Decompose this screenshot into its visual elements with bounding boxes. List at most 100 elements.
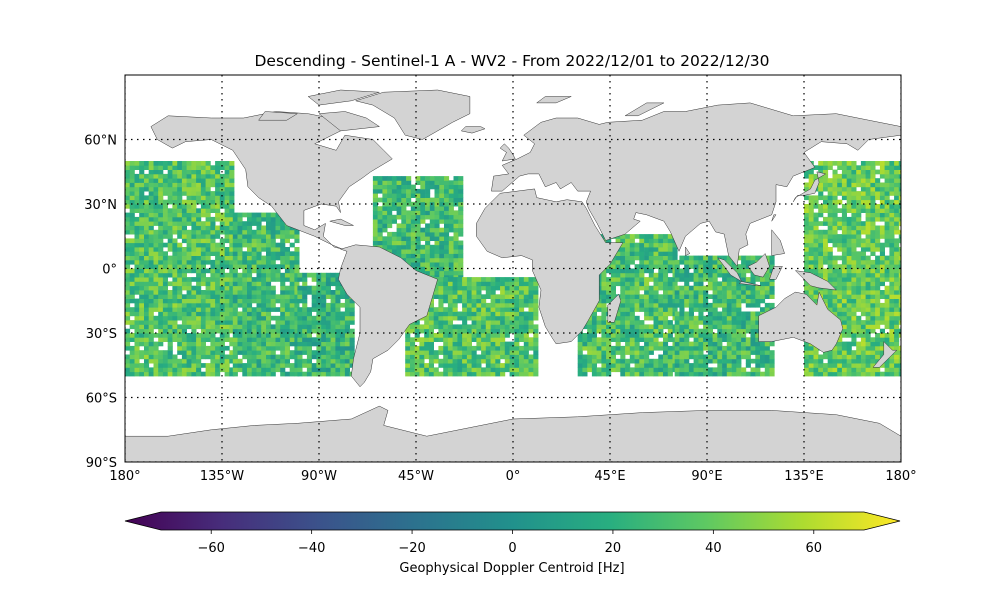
data-cell (837, 173, 843, 179)
data-cell (466, 298, 472, 304)
data-cell (444, 257, 450, 263)
data-cell (519, 345, 525, 351)
data-cell (186, 242, 192, 248)
data-cell (837, 277, 843, 282)
data-cell (663, 272, 669, 278)
data-cell (481, 341, 487, 347)
data-cell (134, 238, 140, 244)
data-cell (181, 358, 187, 364)
data-cell (755, 367, 761, 373)
data-cell (832, 199, 838, 205)
data-cell (186, 337, 192, 342)
data-cell (438, 307, 444, 312)
data-cell (841, 328, 847, 334)
data-cell (875, 225, 881, 231)
data-cell (256, 337, 262, 342)
data-cell (615, 345, 621, 351)
data-cell (162, 251, 168, 256)
data-cell (808, 238, 814, 244)
data-cell (658, 234, 664, 239)
data-cell (741, 290, 747, 295)
data-cell (153, 354, 159, 360)
data-cell (485, 290, 491, 295)
data-cell (884, 238, 890, 244)
data-cell (837, 354, 843, 360)
data-cell (606, 281, 612, 287)
data-cell (144, 285, 150, 291)
data-cell (663, 354, 669, 360)
data-cell (679, 371, 685, 377)
data-cell (471, 311, 477, 317)
data-cell (629, 290, 635, 295)
data-cell (846, 259, 852, 265)
data-cell (832, 311, 838, 317)
data-cell (396, 240, 402, 246)
data-cell (125, 225, 131, 231)
data-cell (894, 268, 900, 274)
data-cell (325, 354, 331, 360)
data-cell (420, 184, 426, 190)
data-cell (519, 311, 525, 317)
data-cell (200, 272, 206, 278)
data-cell (280, 320, 286, 325)
data-cell (144, 290, 150, 295)
data-cell (448, 244, 454, 250)
data-cell (186, 363, 192, 368)
data-cell (148, 165, 154, 170)
data-cell (606, 324, 612, 330)
data-cell (629, 324, 635, 330)
data-cell (500, 298, 506, 304)
data-cell (894, 320, 900, 325)
data-cell (841, 182, 847, 188)
data-cell (275, 234, 281, 239)
data-cell (693, 259, 699, 265)
data-cell (289, 311, 295, 317)
data-cell (471, 298, 477, 304)
data-cell (514, 320, 520, 325)
data-cell (485, 341, 491, 347)
data-cell (297, 307, 303, 312)
data-cell (663, 337, 669, 342)
data-cell (191, 285, 197, 291)
data-cell (219, 178, 225, 183)
data-cell (658, 311, 664, 317)
data-cell (297, 294, 303, 299)
data-cell (865, 225, 871, 231)
data-cell (860, 186, 866, 192)
data-cell (856, 268, 862, 274)
data-cell (606, 345, 612, 351)
data-cell (340, 302, 346, 308)
data-cell (620, 238, 626, 244)
data-cell (415, 210, 421, 216)
data-cell (167, 238, 173, 244)
data-cell (191, 324, 197, 330)
data-cell (860, 251, 866, 256)
data-cell (162, 165, 168, 170)
data-cell (634, 264, 640, 269)
data-cell (693, 268, 699, 274)
data-cell (889, 247, 895, 252)
data-cell (457, 311, 463, 317)
data-cell (261, 281, 267, 287)
data-cell (663, 247, 669, 252)
data-cell (476, 311, 482, 317)
data-cell (134, 225, 140, 231)
data-cell (663, 277, 669, 282)
data-cell (224, 345, 230, 351)
data-cell (219, 324, 225, 330)
data-cell (134, 186, 140, 192)
data-cell (433, 333, 439, 338)
data-cell (860, 328, 866, 334)
data-cell (629, 341, 635, 347)
data-cell (382, 188, 388, 194)
data-cell (224, 212, 230, 218)
data-cell (419, 341, 425, 347)
data-cell (884, 277, 890, 282)
data-cell (247, 298, 253, 304)
data-cell (736, 345, 742, 351)
data-cell (865, 315, 871, 321)
data-cell (311, 294, 317, 299)
data-cell (894, 173, 900, 179)
data-cell (490, 341, 496, 347)
data-cell (215, 272, 221, 278)
